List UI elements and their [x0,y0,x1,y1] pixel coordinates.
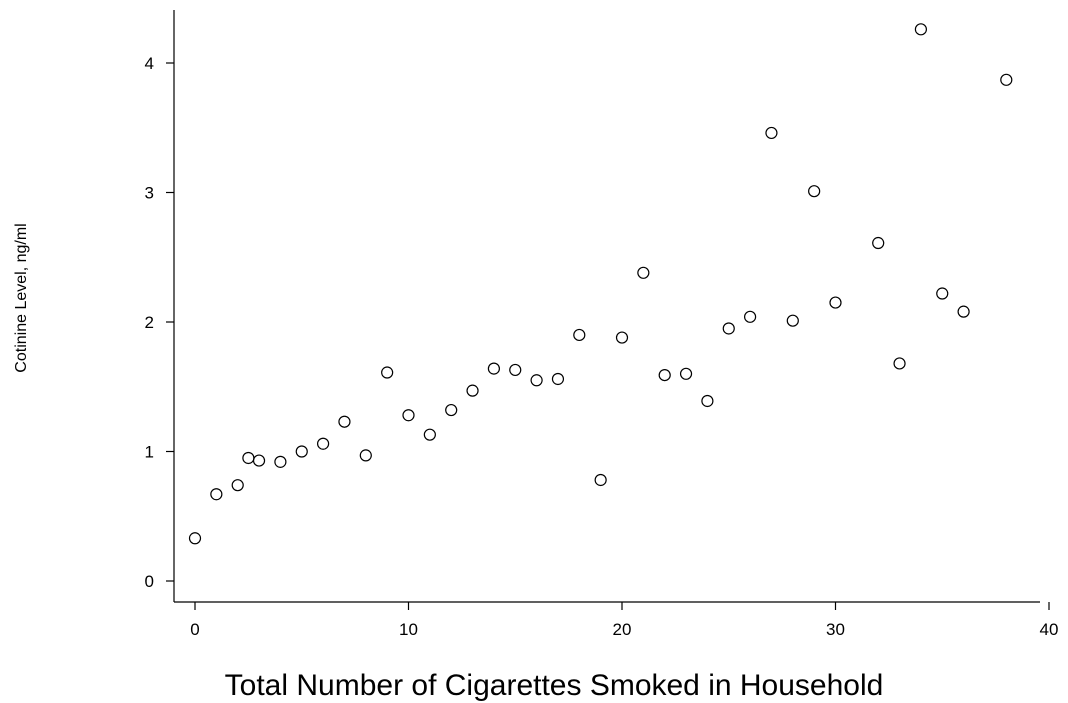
data-point [722,322,735,335]
data-point [1000,73,1013,86]
data-point [872,236,885,250]
y-axis-label: Cotinine Level, ng/ml [13,223,30,372]
data-point [551,372,565,386]
data-point [808,185,821,198]
y-tick-label: 2 [145,313,154,332]
data-point [252,454,266,467]
x-tick-label: 0 [190,620,199,639]
data-point [338,415,351,428]
data-point [466,384,479,397]
y-tick-label: 4 [145,54,154,73]
data-point [242,451,255,465]
y-tick-label: 1 [145,443,154,462]
data-point [936,287,949,300]
data-point [765,126,778,140]
data-point [957,305,970,318]
data-point [445,403,458,417]
data-point [231,479,244,492]
data-point [914,23,928,36]
y-tick-label: 3 [145,184,154,203]
data-point [701,394,714,408]
axes [173,10,1040,603]
data-point [743,310,757,323]
data-point [509,363,522,377]
data-point [594,473,607,487]
data-point [637,266,650,279]
data-point [679,367,693,380]
data-point [210,488,223,501]
x-tick-label: 40 [1040,620,1059,639]
ticks: 0 10 20 30 40 0 1 2 3 4 [145,54,1059,639]
data-point [381,366,394,379]
data-point [573,328,586,342]
x-tick-label: 30 [826,620,845,639]
data-point [423,428,436,441]
data-point [658,368,671,382]
data-point [615,331,629,344]
data-point [295,445,308,458]
data-point [829,296,842,309]
x-tick-label: 20 [613,620,632,639]
x-axis-label: Total Number of Cigarettes Smoked in Hou… [225,669,884,702]
data-points [188,23,1013,545]
x-tick-label: 10 [399,620,418,639]
y-tick-label: 0 [145,572,154,591]
data-point [402,409,415,422]
data-point [359,449,372,462]
data-point [487,362,500,375]
data-point [786,314,799,327]
data-point [317,437,330,450]
data-point [893,357,906,370]
data-point [188,532,202,545]
data-point [274,455,287,468]
data-point [530,374,543,387]
